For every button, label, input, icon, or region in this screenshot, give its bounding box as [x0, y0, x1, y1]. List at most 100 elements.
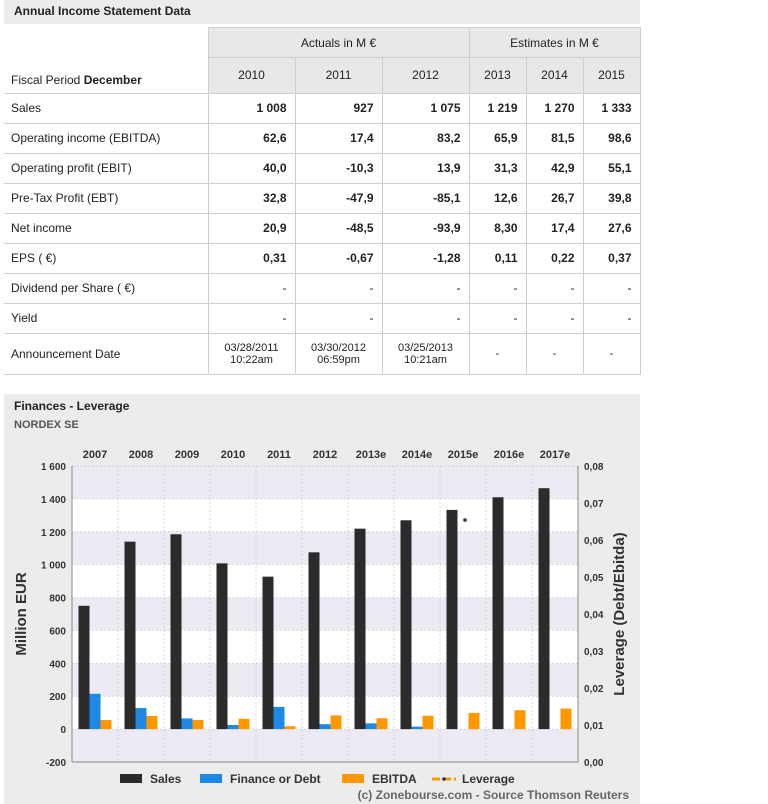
finances-leverage-chart: -200 0 200 400 600 800 1 000 1 200 1 400 1 600 0,0…: [13, 449, 629, 802]
bar-sales-2012: [308, 552, 320, 730]
table-cell: -10,3: [294, 152, 383, 184]
legend-label-finance-or-debt: Finance or Debt: [230, 772, 321, 786]
table-cell: 40,0: [207, 152, 296, 184]
y-tick-label: 1 400: [41, 495, 66, 506]
announcement-date-cell: -: [525, 332, 584, 375]
bar-ebitda-2010: [238, 718, 250, 730]
x-tick-label: 2011: [267, 449, 291, 461]
bar-finance-or-debt-2009: [181, 718, 193, 730]
table-cell: 81,5: [525, 122, 584, 154]
table-cell: 62,6: [207, 122, 296, 154]
y2-tick-label: 0,07: [584, 499, 604, 510]
y-tick-label: 600: [49, 626, 66, 637]
table-cell: -: [294, 272, 383, 304]
row-label: Net income: [4, 212, 209, 244]
table-cell: 1 219: [468, 92, 527, 124]
table-row: EPS ( €) 0,31 -0,67 -1,28 0,11 0,22 0,37: [4, 242, 641, 274]
bar-sales-2015e: [446, 509, 458, 730]
table-cell: 27,6: [582, 212, 641, 244]
bar-finance-or-debt-2012: [319, 724, 331, 730]
bar-sales-2009: [170, 534, 182, 730]
x-tick-label: 2017e: [540, 449, 571, 461]
x-tick-label: 2016e: [494, 449, 525, 461]
fiscal-period-label: Fiscal Period December: [4, 57, 208, 93]
table-cell: -93,9: [381, 212, 470, 244]
x-tick-label: 2009: [175, 449, 199, 461]
leverage-chart-panel: Finances - Leverage NORDEX SE -200 0 200 40…: [4, 394, 640, 804]
bar-ebitda-2015e: [468, 712, 480, 730]
bar-sales-2011: [262, 576, 274, 730]
y2-tick-label: 0,02: [584, 684, 604, 695]
bar-sales-2014e: [400, 520, 412, 730]
row-label: Sales: [4, 92, 209, 124]
bar-sales-2010: [216, 563, 228, 730]
bar-ebitda-2007: [100, 720, 112, 730]
table-cell: 0,37: [582, 242, 641, 274]
table-cell: -: [582, 302, 641, 334]
legend-swatch-sales: [120, 774, 142, 783]
row-label: EPS ( €): [4, 242, 209, 274]
announcement-date-cell: 03/30/2012 06:59pm: [294, 332, 383, 375]
bar-finance-or-debt-2010: [227, 725, 239, 730]
table-row: Announcement Date 03/28/2011 10:22am 03/30/…: [4, 332, 641, 375]
table-cell: 42,9: [525, 152, 584, 184]
table-cell: 13,9: [381, 152, 470, 184]
chart-title: Finances - Leverage: [14, 399, 130, 413]
table-cell: 8,30: [468, 212, 527, 244]
table-cell: -: [582, 272, 641, 304]
table-cell: 39,8: [582, 182, 641, 214]
table-cell: -1,28: [381, 242, 470, 274]
year-header-2011: 2011: [294, 57, 383, 94]
announcement-date-cell: 03/28/2011 10:22am: [207, 332, 296, 375]
table-cell: -: [525, 302, 584, 334]
table-cell: -48,5: [294, 212, 383, 244]
table-cell: 65,9: [468, 122, 527, 154]
leverage-point-2015e: [463, 518, 467, 522]
row-label: Pre-Tax Profit (EBT): [4, 182, 209, 214]
chart-subtitle: NORDEX SE: [14, 419, 79, 431]
bar-sales-2007: [78, 605, 90, 730]
x-tick-label: 2015e: [448, 449, 479, 461]
table-row: Pre-Tax Profit (EBT) 32,8 -47,9 -85,1 12,6 26…: [4, 182, 641, 214]
table-cell: 1 008: [207, 92, 296, 124]
y2-tick-label: 0,01: [584, 721, 604, 732]
bar-ebitda-2013e: [376, 718, 388, 730]
legend-label-sales: Sales: [150, 772, 182, 786]
bar-ebitda-2016e: [514, 710, 526, 730]
bar-sales-2013e: [354, 528, 366, 730]
y-tick-label: 0: [60, 725, 66, 736]
bar-sales-2017e: [538, 488, 550, 730]
y2-tick-label: 0,05: [584, 573, 604, 584]
y-tick-label: -200: [46, 758, 66, 769]
bar-ebitda-2012: [330, 715, 342, 730]
x-tick-label: 2012: [313, 449, 337, 461]
announcement-date-cell: -: [468, 332, 527, 375]
y2-tick-label: 0,06: [584, 536, 604, 547]
legend-swatch-finance-or-debt: [200, 774, 222, 783]
table-cell: 927: [294, 92, 383, 124]
bar-sales-2008: [124, 541, 136, 730]
legend-label-ebitda: EBITDA: [372, 772, 417, 786]
income-statement-table: Actuals in M € Estimates in M € Fiscal P…: [4, 27, 641, 375]
x-tick-label: 2010: [221, 449, 245, 461]
year-header-2013: 2013: [468, 57, 527, 94]
table-cell: 31,3: [468, 152, 527, 184]
bar-finance-or-debt-2014e: [411, 726, 423, 730]
y-tick-label: 800: [49, 594, 66, 605]
table-cell: 1 270: [525, 92, 584, 124]
plot-band: [72, 466, 578, 499]
row-label: Dividend per Share ( €): [4, 272, 209, 304]
actuals-header: Actuals in M €: [207, 27, 470, 58]
legend-marker-leverage: [442, 777, 446, 781]
bar-finance-or-debt-2011: [273, 706, 285, 730]
estimates-header: Estimates in M €: [468, 27, 641, 58]
table-cell: 17,4: [294, 122, 383, 154]
y2-axis-title: Leverage (Debt/Ebitda): [611, 532, 628, 695]
legend-swatch-ebitda: [342, 774, 364, 783]
row-label: Yield: [4, 302, 209, 334]
y-tick-label: 400: [49, 659, 66, 670]
x-tick-label: 2008: [129, 449, 153, 461]
table-row: Operating income (EBITDA) 62,6 17,4 83,2 65,…: [4, 122, 641, 154]
income-panel-title: Annual Income Statement Data: [4, 0, 640, 24]
y-tick-label: 1 000: [41, 561, 66, 572]
